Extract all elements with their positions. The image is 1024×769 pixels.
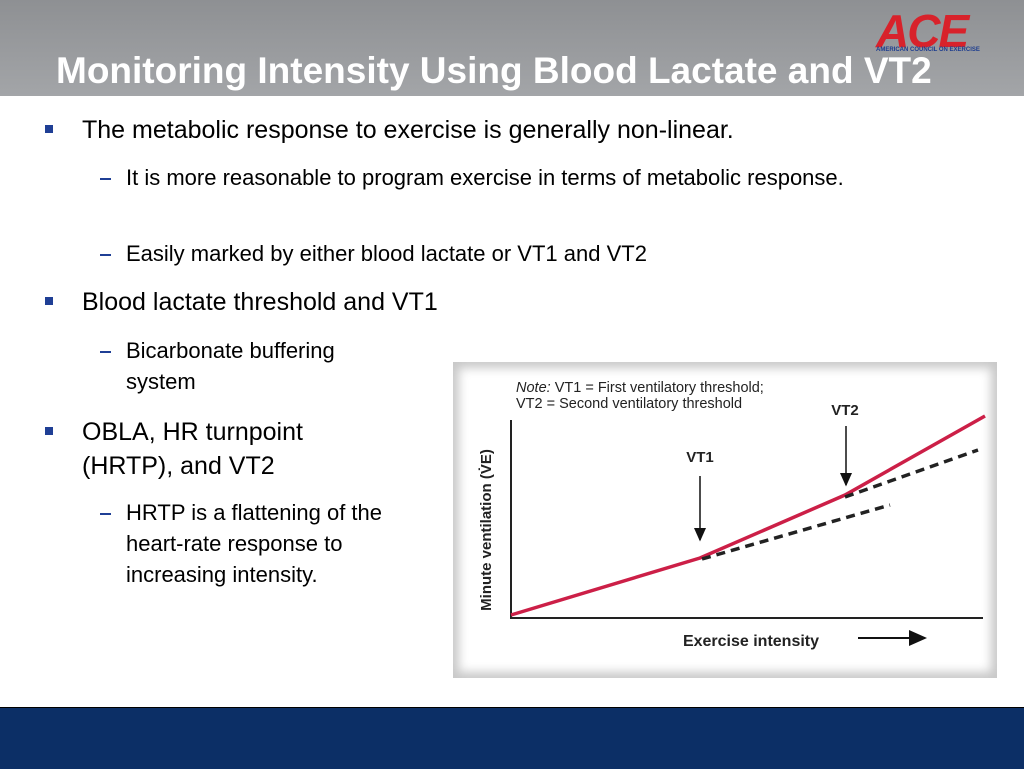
marker-label: VT2 bbox=[831, 402, 859, 419]
bullet bbox=[45, 125, 53, 133]
dash bbox=[100, 351, 111, 353]
y-axis-label: Minute ventilation (V̇E) bbox=[478, 449, 495, 611]
header-bar bbox=[0, 0, 1024, 96]
bullet bbox=[45, 427, 53, 435]
linear-extrapolation bbox=[701, 503, 891, 561]
bullet-text: OBLA, HR turnpoint (HRTP), and VT2 bbox=[82, 418, 303, 480]
ventilation-curve bbox=[510, 414, 986, 617]
sub-text: HRTP is a flattening of the heart-rate r… bbox=[126, 500, 382, 587]
bullet-text: The metabolic response to exercise is ge… bbox=[82, 116, 734, 144]
bullet-text: Blood lactate threshold and VT1 bbox=[82, 288, 438, 316]
logo-mark-text: ACE bbox=[876, 5, 969, 57]
note-line: VT2 = Second ventilatory threshold bbox=[516, 396, 742, 412]
dash bbox=[100, 513, 111, 515]
note-line: VT1 = First ventilatory threshold; bbox=[555, 380, 764, 396]
slide-title: Monitoring Intensity Using Blood Lactate… bbox=[56, 50, 932, 91]
marker-label: VT1 bbox=[686, 449, 714, 466]
bullet bbox=[45, 297, 53, 305]
figure-frame bbox=[453, 362, 997, 678]
sub-text: Bicarbonate buffering system bbox=[126, 338, 335, 394]
logo-mark: ACE bbox=[876, 4, 969, 58]
dash bbox=[100, 254, 111, 256]
logo-text: AMERICAN COUNCIL ON EXERCISE bbox=[876, 47, 980, 53]
sub-text: Easily marked by either blood lactate or… bbox=[126, 241, 647, 266]
x-axis-label: Exercise intensity bbox=[683, 633, 819, 650]
figure-note: Note: VT1 = First ventilatory threshold; bbox=[516, 380, 764, 396]
dash bbox=[100, 178, 111, 180]
sub-text: It is more reasonable to program exercis… bbox=[126, 165, 844, 190]
note-label: Note: bbox=[516, 380, 551, 396]
linear-extrapolation bbox=[844, 448, 979, 499]
figure: Note: VT1 = First ventilatory threshold;… bbox=[478, 380, 986, 650]
footer-bar bbox=[0, 707, 1024, 769]
